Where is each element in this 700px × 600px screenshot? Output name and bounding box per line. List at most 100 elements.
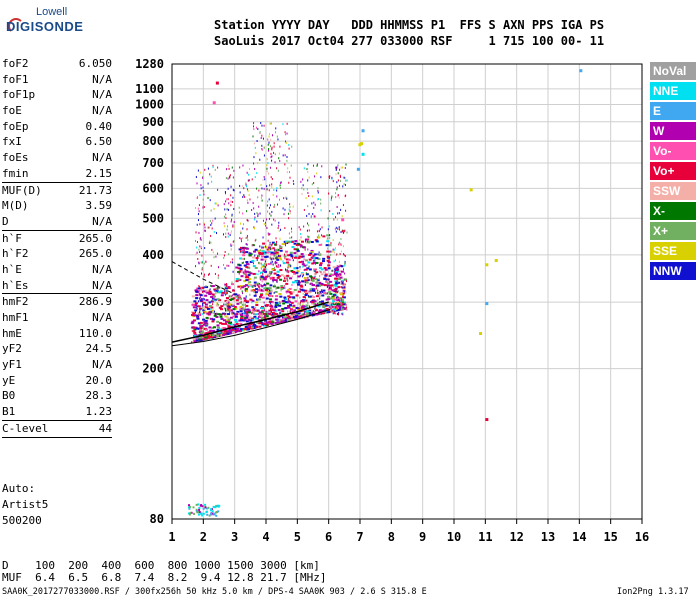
echo-point (325, 304, 329, 307)
echo-point (323, 267, 327, 270)
echo-point (214, 506, 217, 509)
trace-line (171, 261, 235, 295)
echo-point (233, 324, 237, 327)
echo-point (271, 241, 275, 244)
echo-point (238, 272, 240, 275)
echo-point (266, 282, 270, 285)
echo-point (270, 156, 272, 159)
echo-point (324, 273, 328, 276)
echo-point (212, 505, 215, 508)
echo-point (264, 255, 268, 258)
echo-point (334, 280, 338, 283)
echo-point (318, 223, 320, 226)
echo-point (242, 196, 244, 199)
echo-point (285, 133, 287, 136)
echo-point (222, 233, 224, 236)
echo-point (276, 255, 278, 258)
echo-point (295, 243, 299, 246)
echo-point (217, 166, 219, 169)
echo-point (192, 338, 196, 341)
echo-point (317, 305, 321, 308)
echo-point (260, 307, 264, 310)
echo-point (256, 258, 258, 261)
echo-point (261, 267, 263, 270)
echo-point (330, 199, 332, 202)
echo-point (286, 155, 288, 158)
echo-point (193, 328, 197, 331)
echo-point (284, 242, 286, 245)
echo-point (338, 212, 340, 215)
param-value: 3.59 (85, 199, 113, 213)
echo-point (267, 246, 271, 249)
echo-point (223, 332, 227, 335)
echo-point (263, 301, 265, 304)
echo-point (303, 225, 305, 228)
echo-point (301, 255, 303, 258)
echo-point (233, 299, 235, 302)
echo-point (291, 283, 293, 286)
echo-point (213, 288, 217, 291)
echo-point (226, 324, 230, 327)
echo-point (345, 280, 347, 283)
echo-point (195, 297, 199, 300)
echo-point (280, 182, 282, 185)
echo-point (275, 318, 279, 321)
echo-point (331, 195, 333, 198)
echo-point (330, 242, 332, 245)
echo-point (330, 307, 332, 310)
echo-point (298, 305, 300, 308)
echo-point (300, 232, 302, 235)
echo-point (326, 238, 328, 241)
echo-point (302, 288, 304, 291)
echo-point (340, 264, 342, 267)
echo-point (324, 268, 328, 271)
x-tick-label: 13 (541, 530, 555, 544)
echo-point (280, 320, 284, 323)
echo-point (321, 283, 325, 286)
echo-point (344, 176, 346, 179)
echo-point (245, 266, 249, 269)
echo-point (224, 315, 228, 318)
echo-point (210, 285, 212, 288)
echo-point (210, 284, 212, 287)
echo-point (260, 272, 262, 275)
echo-point (303, 305, 307, 308)
echo-point (267, 138, 269, 141)
echo-point (228, 301, 230, 304)
echo-point (268, 141, 270, 144)
echo-point (314, 239, 318, 242)
echo-point (273, 253, 275, 256)
echo-point (229, 311, 231, 314)
echo-point (198, 508, 201, 511)
echo-point (336, 279, 338, 282)
echo-point (339, 300, 343, 303)
echo-point (251, 306, 255, 309)
echo-point (263, 187, 265, 190)
echo-point (270, 138, 272, 141)
echo-point (288, 217, 290, 220)
echo-point (267, 232, 269, 235)
echo-point (253, 128, 255, 131)
echo-point (261, 255, 265, 258)
echo-point (333, 288, 337, 291)
echo-point (231, 166, 233, 169)
echo-point (241, 286, 245, 289)
echo-point (258, 295, 262, 298)
param-value: 286.9 (78, 295, 112, 309)
echo-point (256, 309, 260, 312)
param-label: C-level (2, 421, 49, 435)
echo-point (280, 284, 284, 287)
echo-point (332, 312, 334, 315)
echo-point (202, 205, 204, 208)
echo-point (333, 290, 337, 293)
echo-point (205, 306, 209, 309)
echo-point (246, 328, 250, 331)
echo-point (239, 322, 243, 325)
echo-point (313, 302, 317, 305)
echo-point (213, 314, 217, 317)
echo-point (233, 169, 235, 172)
param-row: foE N/A (2, 103, 112, 119)
echo-point (192, 506, 195, 509)
echo-point (253, 315, 257, 318)
echo-point (278, 224, 280, 227)
